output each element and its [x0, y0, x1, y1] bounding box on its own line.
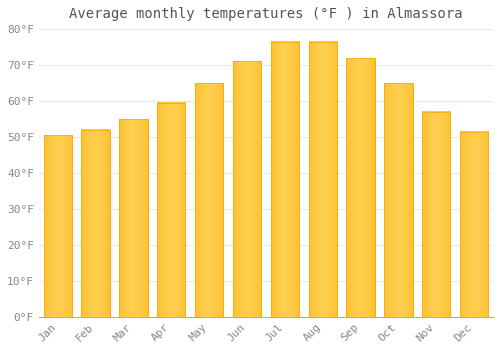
Bar	[82, 130, 110, 317]
Bar	[119, 119, 148, 317]
Bar	[157, 103, 186, 317]
Bar	[82, 130, 110, 317]
Bar	[119, 119, 148, 317]
Bar	[270, 42, 299, 317]
Bar	[195, 83, 224, 317]
Bar	[346, 58, 375, 317]
Bar	[157, 103, 186, 317]
Bar	[195, 83, 224, 317]
Bar	[346, 58, 375, 317]
Bar	[44, 135, 72, 317]
Bar	[308, 42, 337, 317]
Bar	[44, 135, 72, 317]
Bar	[422, 112, 450, 317]
Bar	[308, 42, 337, 317]
Bar	[384, 83, 412, 317]
Bar	[460, 132, 488, 317]
Bar	[384, 83, 412, 317]
Bar	[422, 112, 450, 317]
Bar	[233, 62, 261, 317]
Title: Average monthly temperatures (°F ) in Almassora: Average monthly temperatures (°F ) in Al…	[69, 7, 462, 21]
Bar	[460, 132, 488, 317]
Bar	[270, 42, 299, 317]
Bar	[233, 62, 261, 317]
